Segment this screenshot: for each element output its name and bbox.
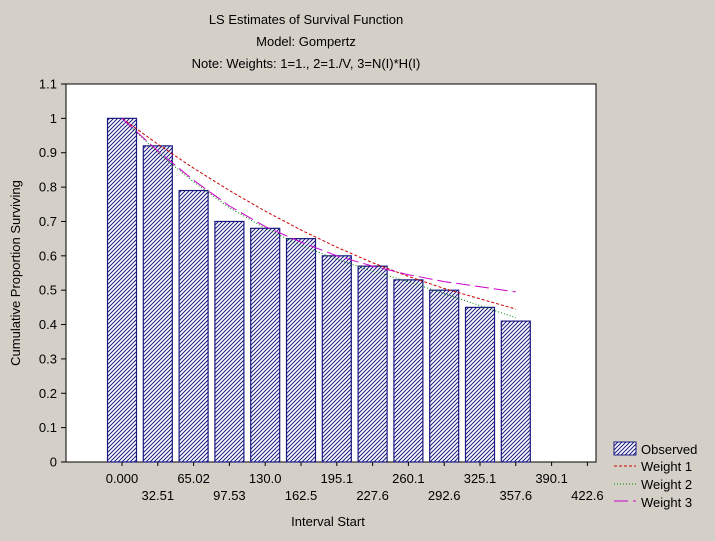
x-tick-label: 260.1 <box>392 471 425 486</box>
bar-observed <box>214 220 245 463</box>
bar-observed <box>106 117 138 463</box>
x-tick-label: 195.1 <box>321 471 354 486</box>
legend-swatch-observed <box>613 441 637 456</box>
bar-observed <box>285 238 317 463</box>
y-tick-label: 1.1 <box>39 77 57 92</box>
y-tick-label: 0.4 <box>39 317 57 332</box>
y-tick-label: 0.1 <box>39 420 57 435</box>
x-tick-label: 130.0 <box>249 471 282 486</box>
y-tick-label: 0.7 <box>39 214 57 229</box>
x-tick-label: 325.1 <box>464 471 497 486</box>
y-axis-label: Cumulative Proportion Surviving <box>8 180 23 366</box>
x-tick-label: 65.02 <box>177 471 210 486</box>
x-tick-label: 390.1 <box>535 471 568 486</box>
x-axis-label: Interval Start <box>291 514 365 529</box>
y-tick-label: 0.2 <box>39 386 57 401</box>
chart-subtitle-model: Model: Gompertz <box>256 34 356 49</box>
x-tick-label: 97.53 <box>213 488 246 503</box>
y-tick-label: 0 <box>50 455 57 470</box>
bar-observed <box>250 227 281 463</box>
bar-observed <box>178 189 209 463</box>
line-weight-3 <box>121 118 516 293</box>
legend-label-observed: Observed <box>641 442 697 457</box>
y-tick-label: 0.5 <box>39 283 57 298</box>
bars-layer <box>106 117 531 463</box>
bar-observed <box>142 145 173 463</box>
lines-layer <box>121 117 516 319</box>
line-weight-2 <box>121 118 516 319</box>
x-tick-label: 32.51 <box>142 488 175 503</box>
x-tick-label: 0.000 <box>106 471 139 486</box>
x-tick-label: 422.6 <box>571 488 604 503</box>
y-tick-label: 0.8 <box>39 180 57 195</box>
x-axis: 0.00032.5165.0297.53130.0162.5195.1227.6… <box>106 462 604 503</box>
y-axis: 0 0.1 0.2 0.3 0.4 0.5 0.6 0.7 0.8 0.9 1 1.1 <box>39 77 66 470</box>
bar-observed <box>500 320 531 463</box>
y-tick-label: 0.6 <box>39 248 57 263</box>
x-tick-label: 227.6 <box>356 488 389 503</box>
legend: Observed Weight 1 Weight 2 Weight 3 <box>613 441 697 510</box>
x-tick-label: 292.6 <box>428 488 461 503</box>
line-weight-1 <box>121 117 516 310</box>
legend-label-weight-1: Weight 1 <box>641 459 692 474</box>
y-tick-label: 0.3 <box>39 351 57 366</box>
chart-title: LS Estimates of Survival Function <box>209 12 403 27</box>
x-tick-label: 162.5 <box>285 488 318 503</box>
bar-observed <box>357 265 388 463</box>
chart-subtitle-note: Note: Weights: 1=1., 2=1./V, 3=N(I)*H(I) <box>192 56 421 71</box>
bar-observed <box>464 306 496 463</box>
bar-observed <box>321 255 352 463</box>
y-tick-label: 0.9 <box>39 145 57 160</box>
y-tick-label: 1 <box>50 111 57 126</box>
x-tick-label: 357.6 <box>500 488 533 503</box>
legend-label-weight-2: Weight 2 <box>641 477 692 492</box>
legend-label-weight-3: Weight 3 <box>641 495 692 510</box>
bar-observed <box>393 279 424 463</box>
bar-observed <box>429 289 460 463</box>
